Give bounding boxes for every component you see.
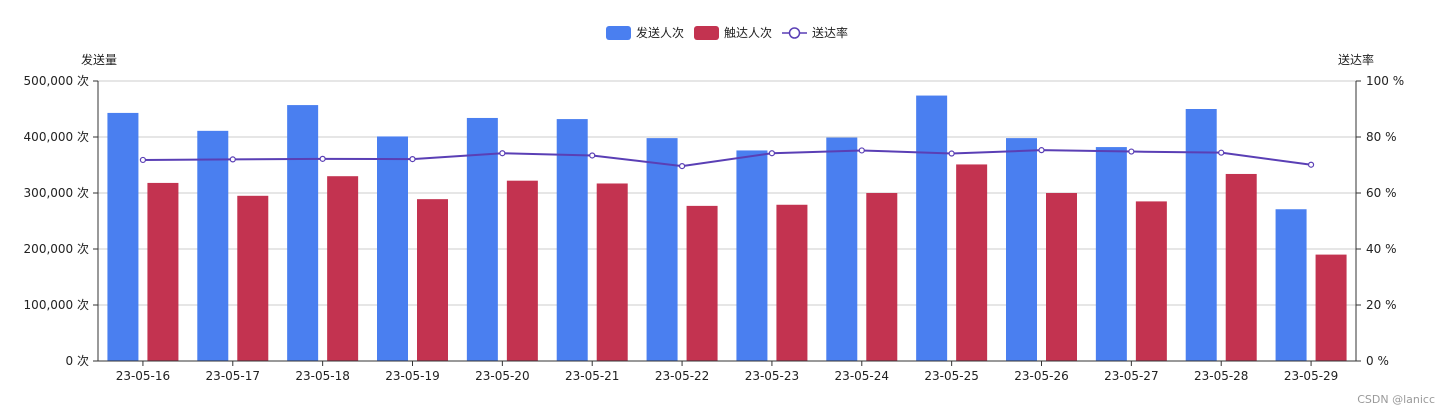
rate-line-group (139, 147, 1315, 170)
bar-sent (826, 137, 858, 361)
bar-sent (287, 105, 319, 361)
rate-point (678, 163, 686, 170)
bar-sent (1275, 209, 1307, 361)
bar-reached (1135, 201, 1167, 361)
x-tick-label: 23-05-24 (835, 369, 889, 383)
x-tick-label: 23-05-29 (1284, 369, 1338, 383)
bars-group (107, 95, 1347, 362)
x-tick-label: 23-05-19 (385, 369, 439, 383)
bar-sent (197, 130, 229, 361)
rate-point (1218, 149, 1225, 156)
rate-point (1128, 148, 1135, 155)
legend-swatch-sent (606, 26, 631, 40)
rate-point (1038, 147, 1045, 154)
bar-reached (1315, 254, 1347, 361)
rate-point (499, 150, 506, 157)
x-tick-label: 23-05-21 (565, 369, 619, 383)
legend-label: 送达率 (812, 25, 848, 40)
bar-reached (776, 204, 808, 361)
legend[interactable]: 发送人次 触达人次 送达率 (606, 25, 848, 40)
rate-line (142, 149, 1312, 168)
x-tick-label: 23-05-28 (1194, 369, 1248, 383)
gridlines (98, 80, 1356, 306)
y-left-tick-label: 500,000 次 (24, 74, 89, 88)
x-tick-label: 23-05-25 (924, 369, 978, 383)
rate-point (409, 156, 416, 163)
bar-reached (506, 180, 538, 361)
bar-sent (556, 119, 588, 361)
bar-reached (686, 205, 718, 361)
rate-point (229, 156, 236, 163)
legend-swatch-reached (694, 26, 719, 40)
x-tick-label: 23-05-20 (475, 369, 529, 383)
bar-sent (916, 95, 948, 361)
y-right-tick-label: 60 % (1366, 186, 1397, 200)
bar-sent (736, 150, 768, 361)
rate-point (768, 150, 776, 157)
y-right-tick-label: 40 % (1366, 242, 1397, 256)
y-right-tick-label: 20 % (1366, 298, 1397, 312)
y-left-axis-label: 发送量 (81, 52, 117, 67)
x-tick-label: 23-05-18 (295, 369, 349, 383)
bar-sent (1095, 147, 1127, 361)
y-left-tick-label: 300,000 次 (24, 186, 89, 200)
bar-reached (147, 182, 179, 361)
bar-sent (466, 117, 498, 362)
bar-reached (1046, 193, 1077, 361)
axes-group: 0 次 0 % 100,000 次 20 % 200,000 次 40 % 300,000 … (24, 74, 1405, 383)
bar-reached (417, 199, 448, 361)
y-right-tick-label: 80 % (1366, 130, 1397, 144)
bar-reached (596, 183, 628, 361)
legend-label: 发送人次 (636, 25, 684, 40)
y-left-tick-label: 0 次 (66, 354, 89, 368)
bar-sent (107, 112, 139, 361)
bar-reached (866, 193, 898, 361)
rate-point (589, 152, 596, 159)
y-right-axis-label: 送达率 (1338, 52, 1374, 67)
rate-point (858, 147, 865, 154)
watermark: CSDN @lanicc (1357, 393, 1435, 406)
rate-point (319, 155, 326, 162)
x-tick-label: 23-05-16 (116, 369, 170, 383)
rate-point (948, 150, 955, 157)
y-left-tick-label: 200,000 次 (24, 242, 89, 256)
bar-reached (1225, 173, 1257, 361)
legend-marker-rate (788, 27, 801, 39)
legend-label: 触达人次 (724, 26, 772, 40)
bar-reached (327, 176, 359, 361)
y-left-tick-label: 100,000 次 (24, 298, 89, 312)
y-left-tick-label: 400,000 次 (24, 130, 89, 144)
bar-sent (1006, 138, 1037, 361)
x-tick-label: 23-05-22 (655, 369, 709, 383)
bar-reached (237, 195, 269, 361)
y-right-tick-label: 0 % (1366, 354, 1389, 368)
y-right-tick-label: 100 % (1366, 74, 1404, 88)
rate-point (139, 156, 147, 164)
rate-point (1307, 161, 1315, 168)
x-tick-label: 23-05-26 (1014, 369, 1068, 383)
bar-sent (646, 138, 678, 361)
bar-sent (377, 136, 408, 361)
x-tick-label: 23-05-27 (1104, 369, 1158, 383)
x-tick-label: 23-05-17 (206, 369, 260, 383)
x-tick-label: 23-05-23 (745, 369, 799, 383)
bar-reached (956, 164, 988, 361)
bar-sent (1185, 109, 1217, 361)
